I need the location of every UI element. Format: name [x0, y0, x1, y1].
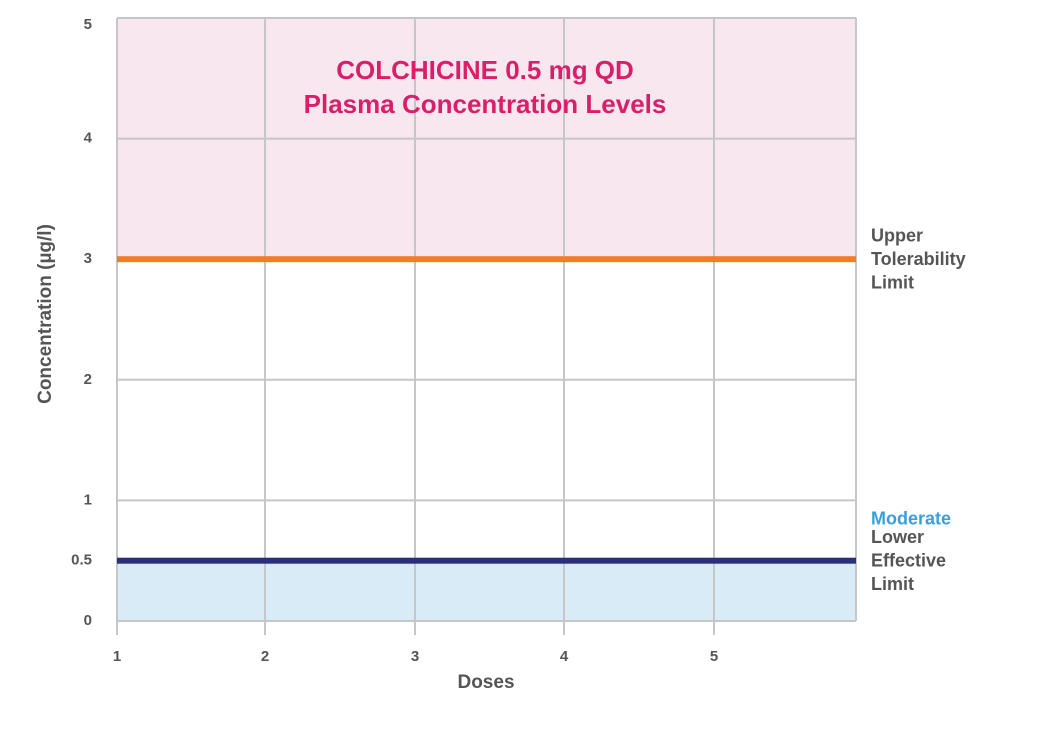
reference-line-label: Tolerability	[871, 249, 966, 269]
x-tick-label: 2	[261, 648, 269, 665]
x-ticks: 1 2 3 4 5	[113, 648, 718, 665]
reference-line-0	[117, 256, 856, 263]
y-ticks: 0 0.5 1 2 3 4 5	[71, 16, 93, 629]
reference-line-1	[117, 557, 856, 564]
x-tick-label: 5	[710, 648, 718, 665]
zone-label-moderate: Moderate	[871, 509, 951, 529]
reference-line-label: Lower	[871, 527, 924, 547]
x-tick-label: 1	[113, 648, 121, 665]
y-tick-label: 2	[84, 371, 92, 388]
x-axis-title: Doses	[457, 672, 514, 693]
chart-title-line-2: Plasma Concentration Levels	[304, 89, 667, 119]
y-tick-label: 0.5	[71, 552, 92, 569]
band-1	[117, 560, 856, 621]
y-tick-label: 4	[84, 130, 93, 147]
x-tick-label: 3	[411, 648, 419, 665]
y-tick-label: 0	[84, 612, 92, 629]
reference-lines	[117, 256, 856, 564]
side-labels: Upper Tolerability Limit Lower Effective Limi…	[871, 226, 966, 595]
y-tick-label: 1	[84, 491, 92, 508]
reference-line-label: Limit	[871, 273, 914, 293]
y-tick-label: 5	[84, 16, 92, 33]
y-tick-label: 3	[84, 250, 92, 267]
y-axis-title: Concentration (µg/l)	[35, 224, 56, 404]
reference-line-label: Limit	[871, 574, 914, 594]
reference-line-label: Effective	[871, 551, 946, 571]
x-tick-label: 4	[560, 648, 569, 665]
reference-line-label: Upper	[871, 226, 923, 246]
chart-title-line-1: COLCHICINE 0.5 mg QD	[336, 55, 634, 85]
